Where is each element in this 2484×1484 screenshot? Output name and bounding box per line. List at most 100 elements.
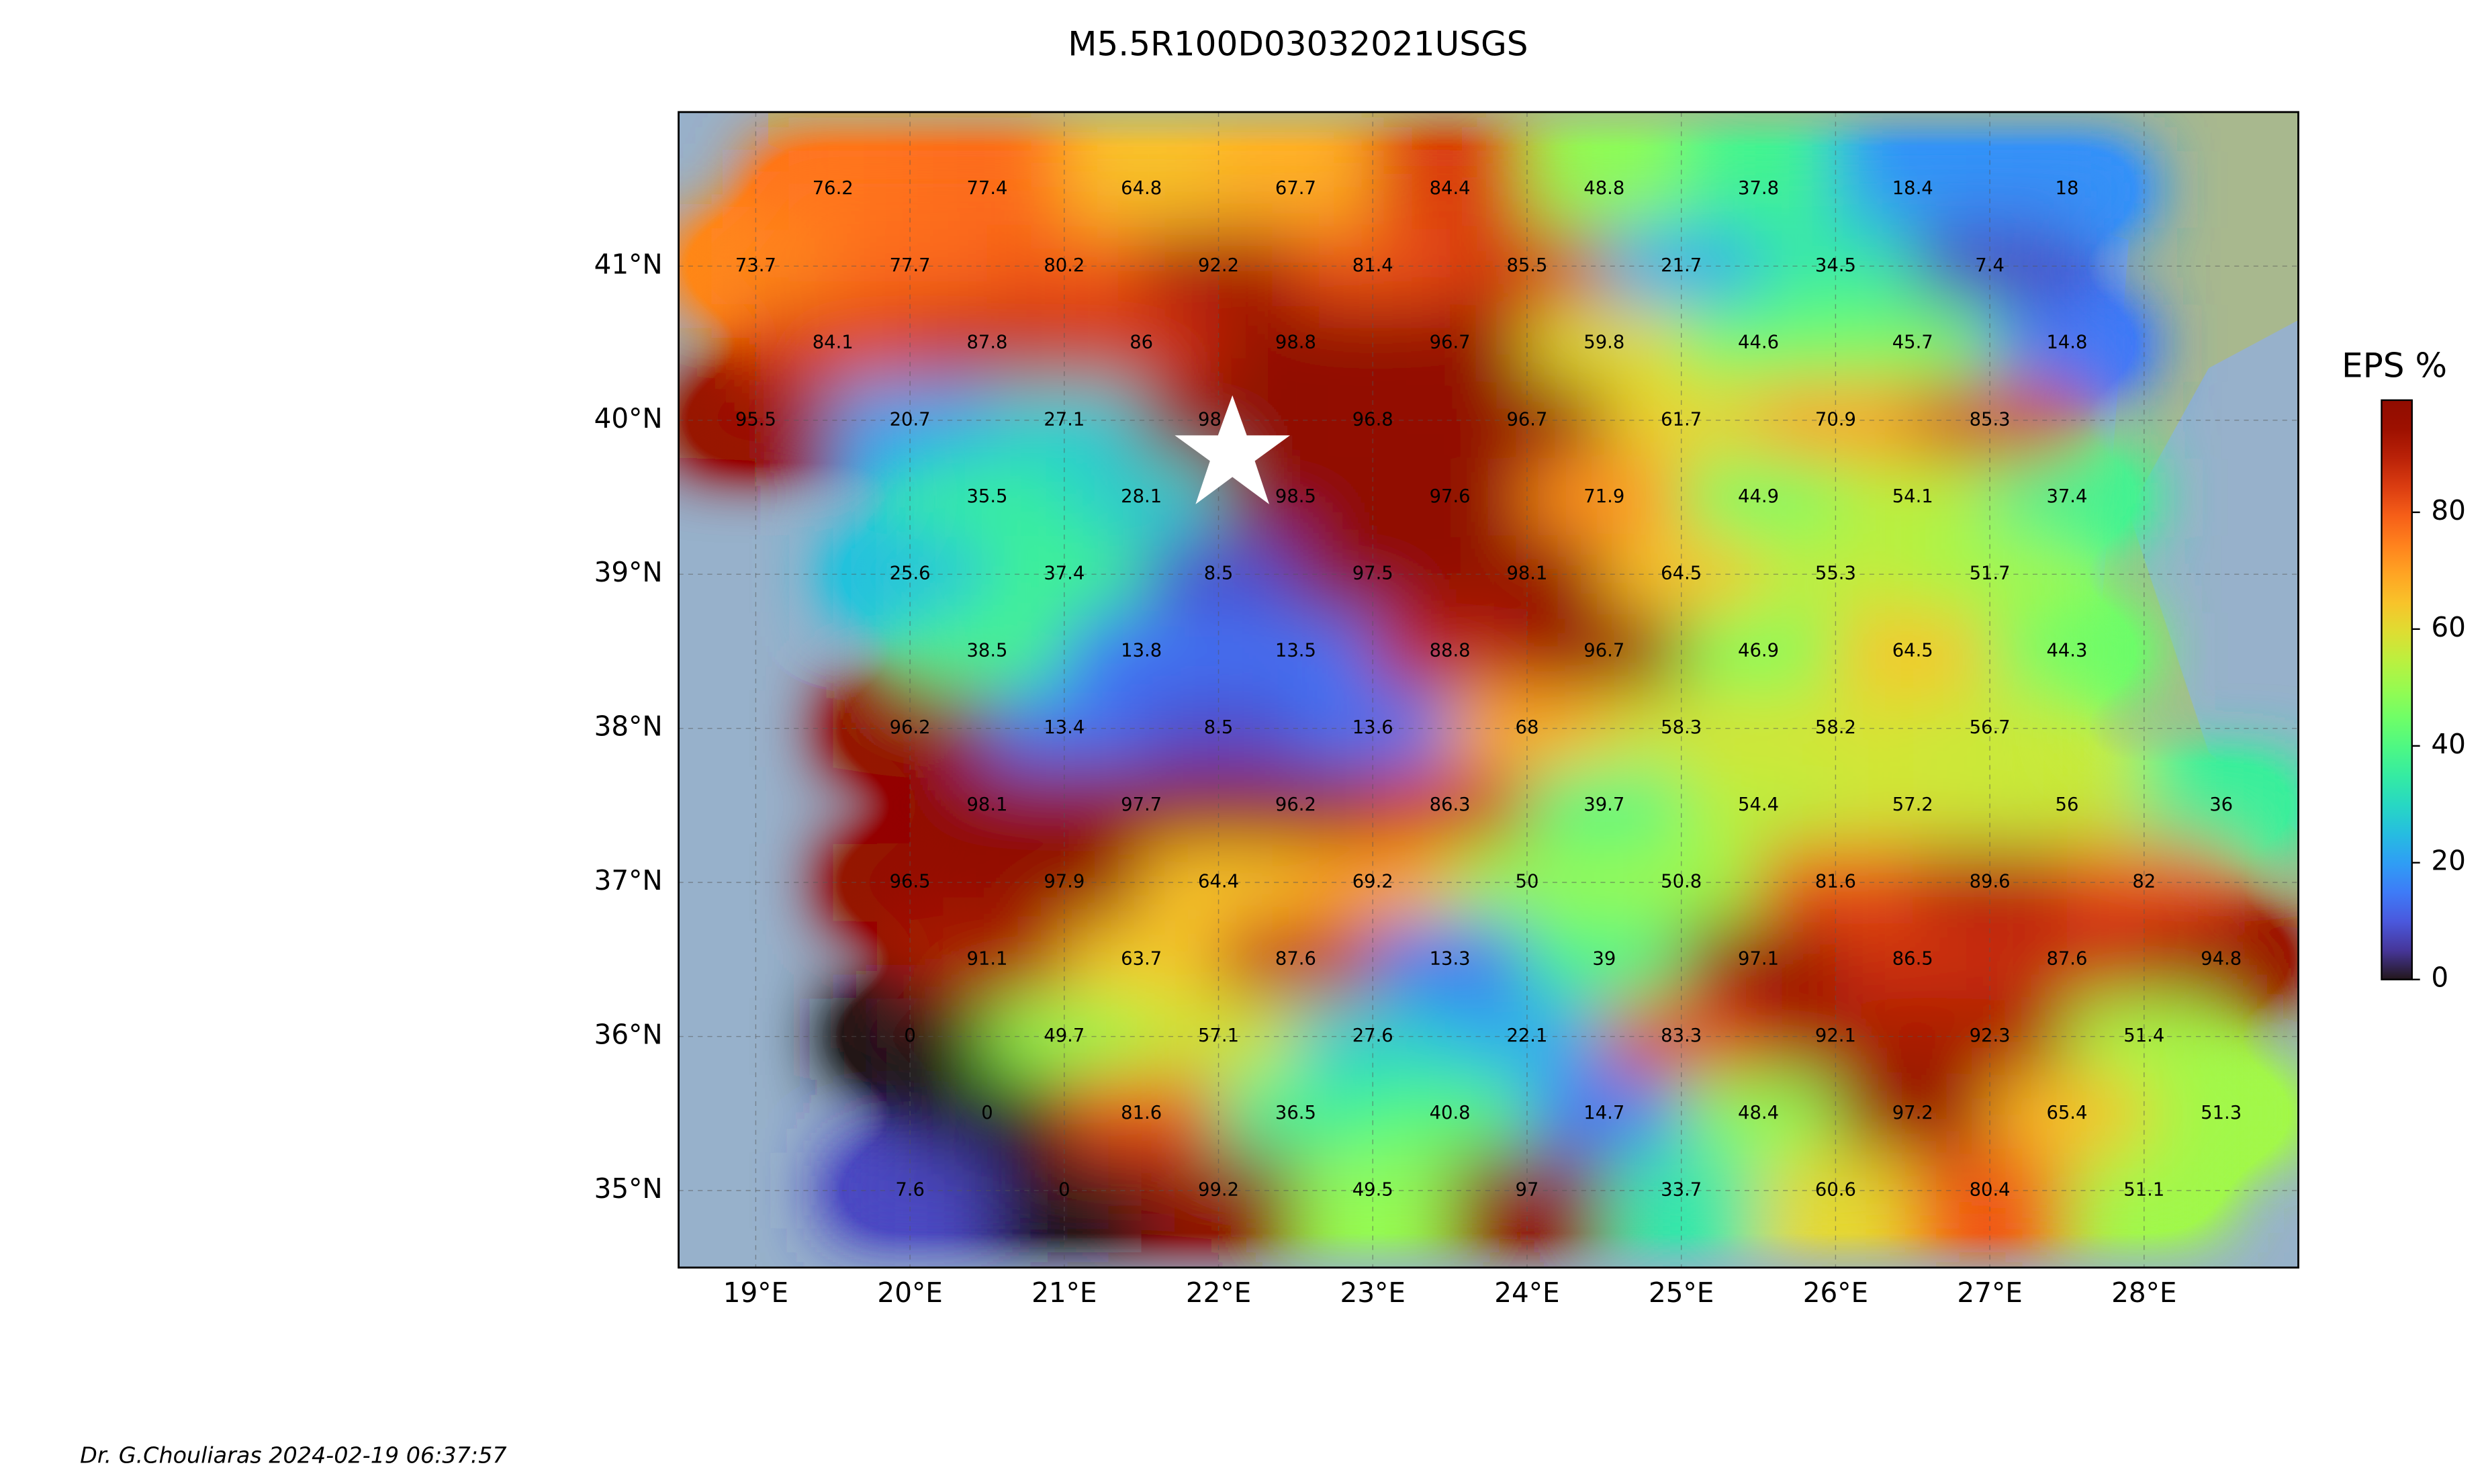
heat-cell bbox=[1373, 459, 1527, 536]
point-label: 97.9 bbox=[1044, 872, 1085, 892]
point-label: 71.9 bbox=[1583, 486, 1624, 507]
point-label: 27.1 bbox=[1044, 409, 1085, 430]
point-label: 57.2 bbox=[1892, 794, 1933, 815]
point-label: 70.9 bbox=[1815, 409, 1856, 430]
point-label: 86.5 bbox=[1892, 948, 1933, 969]
heat-cell bbox=[1218, 304, 1373, 382]
heat-cell bbox=[1835, 150, 1990, 228]
heat-cell bbox=[1835, 921, 1990, 999]
point-label: 77.4 bbox=[966, 178, 1007, 199]
heat-cell bbox=[1835, 459, 1990, 536]
point-label: 65.4 bbox=[2046, 1103, 2087, 1123]
heat-cell bbox=[1990, 767, 2144, 844]
y-tick-label: 36°N bbox=[594, 1019, 663, 1051]
point-label: 7.4 bbox=[1975, 255, 2005, 276]
point-label: 51.7 bbox=[1970, 563, 2011, 584]
heat-cell bbox=[1990, 921, 2144, 999]
x-tick-label: 21°E bbox=[1031, 1277, 1097, 1309]
point-label: 64.8 bbox=[1121, 178, 1162, 199]
point-label: 44.6 bbox=[1738, 332, 1779, 353]
heat-cell bbox=[2144, 767, 2299, 844]
heat-cell bbox=[1526, 304, 1682, 382]
heat-cell bbox=[1835, 612, 1990, 690]
heat-cell bbox=[910, 1074, 1064, 1152]
point-label: 45.7 bbox=[1892, 332, 1933, 353]
heat-cell bbox=[1064, 921, 1219, 999]
point-label: 81.6 bbox=[1815, 872, 1856, 892]
point-label: 98.1 bbox=[1506, 563, 1547, 584]
point-label: 99.2 bbox=[1198, 1179, 1239, 1200]
point-label: 97.1 bbox=[1738, 948, 1779, 969]
heat-cell bbox=[1373, 767, 1527, 844]
heat-cell bbox=[755, 150, 911, 228]
heat-cell bbox=[1373, 304, 1527, 382]
heat-cell bbox=[1218, 150, 1373, 228]
point-label: 46.9 bbox=[1738, 640, 1779, 661]
x-tick-label: 23°E bbox=[1340, 1277, 1406, 1309]
colorbar-tick-label: 20 bbox=[2431, 845, 2466, 877]
point-label: 96.8 bbox=[1352, 409, 1393, 430]
point-label: 84.1 bbox=[813, 332, 854, 353]
point-label: 92.3 bbox=[1970, 1025, 2011, 1046]
heat-cell bbox=[1526, 150, 1682, 228]
point-label: 60.6 bbox=[1815, 1179, 1856, 1200]
point-label: 37.4 bbox=[1044, 563, 1085, 584]
heat-cell bbox=[910, 304, 1064, 382]
point-label: 28.1 bbox=[1121, 486, 1162, 507]
point-label: 88.8 bbox=[1430, 640, 1471, 661]
point-label: 92.1 bbox=[1815, 1025, 1856, 1046]
point-label: 97.6 bbox=[1430, 486, 1471, 507]
point-label: 96.7 bbox=[1506, 409, 1547, 430]
heat-cell bbox=[1526, 1074, 1682, 1152]
axes-frame bbox=[678, 111, 2299, 1269]
chart-title: M5.5R100D03032021USGS bbox=[1068, 25, 1528, 64]
heat-cell bbox=[1064, 150, 1219, 228]
point-label: 37.4 bbox=[2046, 486, 2087, 507]
heat-cell bbox=[755, 304, 911, 382]
x-tick-label: 25°E bbox=[1649, 1277, 1714, 1309]
point-label: 39.7 bbox=[1583, 794, 1624, 815]
point-label: 97.5 bbox=[1352, 563, 1393, 584]
point-label: 85.5 bbox=[1506, 255, 1547, 276]
point-label: 64.4 bbox=[1198, 872, 1239, 892]
point-label: 51.3 bbox=[2201, 1103, 2242, 1123]
heat-cell bbox=[1373, 1074, 1527, 1152]
colorbar-tick-label: 0 bbox=[2431, 962, 2448, 994]
x-tick-label: 20°E bbox=[877, 1277, 942, 1309]
heat-cell bbox=[1218, 921, 1373, 999]
heat-cell bbox=[1835, 767, 1990, 844]
point-label: 96.7 bbox=[1583, 640, 1624, 661]
point-label: 97 bbox=[1516, 1179, 1539, 1200]
heat-cell bbox=[1526, 921, 1682, 999]
heat-cell bbox=[2144, 1074, 2299, 1152]
footer: Dr. G.Chouliaras 2024-02-19 06:37:57 bbox=[80, 1442, 506, 1468]
point-label: 81.4 bbox=[1352, 255, 1393, 276]
point-label: 33.7 bbox=[1661, 1179, 1702, 1200]
point-label: 84.4 bbox=[1430, 178, 1471, 199]
point-label: 57.1 bbox=[1198, 1025, 1239, 1046]
heat-cell bbox=[1064, 1074, 1219, 1152]
point-label: 35.5 bbox=[966, 486, 1007, 507]
point-label: 13.6 bbox=[1352, 717, 1393, 738]
point-label: 58.3 bbox=[1661, 717, 1702, 738]
point-label: 82 bbox=[2132, 872, 2156, 892]
point-label: 0 bbox=[981, 1103, 993, 1123]
point-label: 36.5 bbox=[1275, 1103, 1316, 1123]
point-label: 37.8 bbox=[1738, 178, 1779, 199]
point-label: 54.4 bbox=[1738, 794, 1779, 815]
y-tick-label: 37°N bbox=[594, 864, 663, 896]
point-label: 18.4 bbox=[1892, 178, 1933, 199]
point-label: 48.8 bbox=[1583, 178, 1624, 199]
point-label: 44.9 bbox=[1738, 486, 1779, 507]
point-label: 39 bbox=[1592, 948, 1616, 969]
heat-cell bbox=[1681, 921, 1836, 999]
point-label: 55.3 bbox=[1815, 563, 1856, 584]
heat-cell bbox=[1064, 459, 1219, 536]
point-label: 51.1 bbox=[2123, 1179, 2164, 1200]
colorbar-tick-label: 40 bbox=[2431, 728, 2466, 760]
heat-cell bbox=[1526, 459, 1682, 536]
point-label: 14.8 bbox=[2046, 332, 2087, 353]
heat-cell bbox=[1990, 150, 2144, 228]
heat-cell bbox=[1373, 921, 1527, 999]
